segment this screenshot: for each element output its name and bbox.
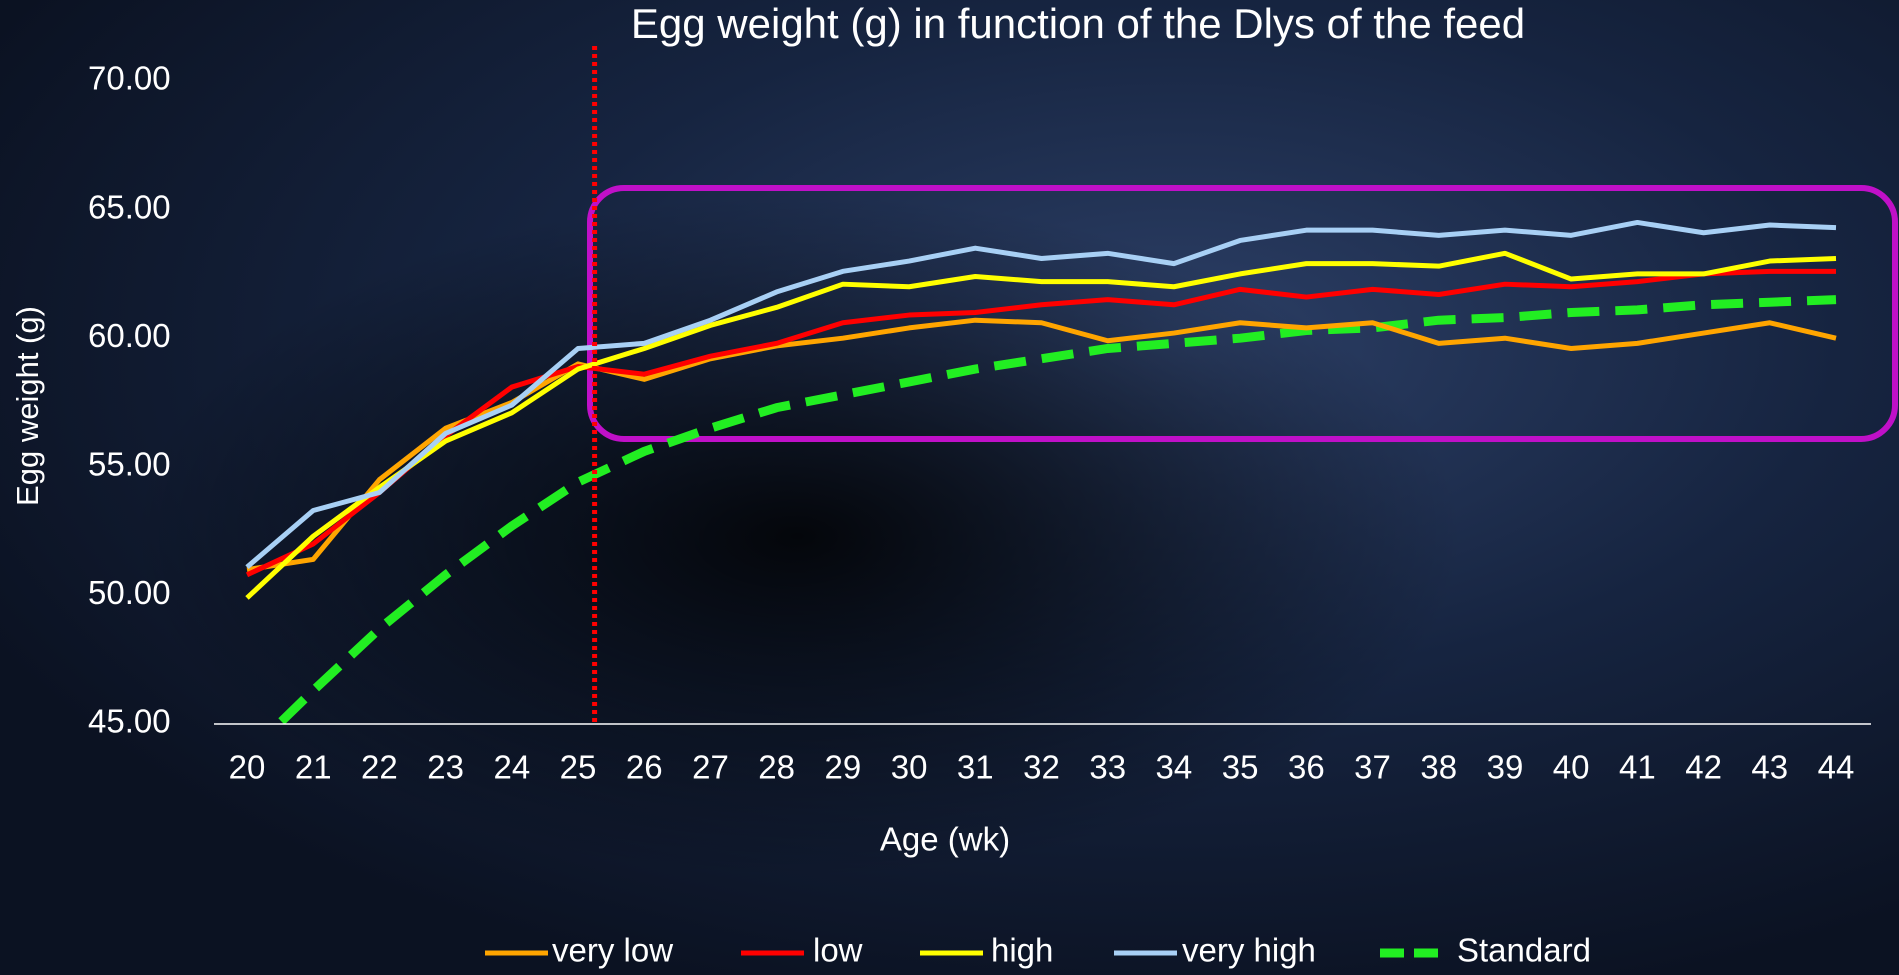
y-tick-label: 70.00 (88, 60, 171, 97)
x-tick-label: 23 (427, 749, 464, 786)
x-tick-label: 21 (295, 749, 332, 786)
y-tick-label: 65.00 (88, 188, 171, 225)
x-tick-label: 22 (361, 749, 398, 786)
x-tick-label: 26 (626, 749, 663, 786)
legend-label: very low (552, 932, 673, 969)
x-tick-label: 31 (957, 749, 994, 786)
legend-label: very high (1182, 932, 1316, 969)
legend-label: high (991, 932, 1053, 969)
series-line (272, 295, 1837, 724)
x-tick-label: 28 (758, 749, 795, 786)
x-tick-label: 40 (1553, 749, 1590, 786)
chart-title: Egg weight (g) in function of the Dlys o… (631, 0, 1525, 47)
plot-area (245, 219, 1837, 724)
x-tick-label: 44 (1818, 749, 1855, 786)
y-tick-label: 60.00 (88, 317, 171, 354)
x-tick-label: 20 (229, 749, 266, 786)
x-tick-label: 30 (891, 749, 928, 786)
x-tick-label: 34 (1156, 749, 1193, 786)
x-tick-label: 41 (1619, 749, 1656, 786)
x-tick-label: 27 (692, 749, 729, 786)
x-tick-label: 24 (493, 749, 530, 786)
y-tick-label: 45.00 (88, 703, 171, 740)
legend-label: Standard (1457, 932, 1591, 969)
legend-label: low (813, 932, 863, 969)
x-tick-label: 42 (1685, 749, 1722, 786)
x-tick-label: 37 (1354, 749, 1391, 786)
y-tick-label: 50.00 (88, 574, 171, 611)
series-line (245, 268, 1836, 578)
y-axis-title: Egg weight (g) (10, 306, 45, 506)
x-tick-label: 32 (1023, 749, 1060, 786)
x-tick-label: 35 (1222, 749, 1259, 786)
x-axis-title: Age (wk) (880, 821, 1010, 858)
x-tick-label: 25 (560, 749, 597, 786)
series-line (245, 219, 1837, 570)
y-tick-label: 55.00 (88, 446, 171, 483)
x-tick-label: 38 (1420, 749, 1457, 786)
series-line (245, 250, 1837, 600)
highlight-box (587, 185, 1898, 442)
x-tick-label: 36 (1288, 749, 1325, 786)
x-tick-label: 29 (825, 749, 862, 786)
x-tick-label: 33 (1089, 749, 1126, 786)
x-tick-label: 43 (1751, 749, 1788, 786)
x-tick-label: 39 (1487, 749, 1524, 786)
